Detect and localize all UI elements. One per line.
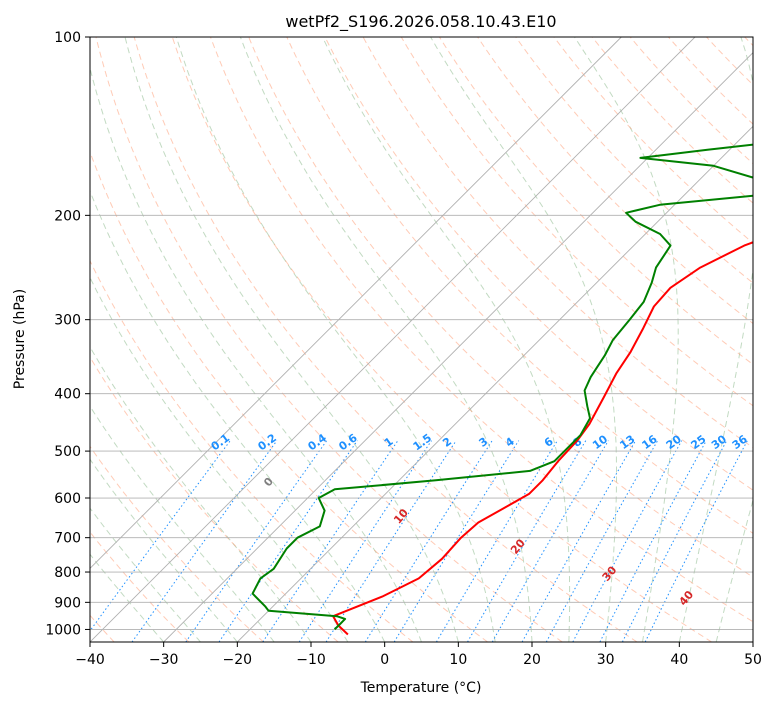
mixing-ratio-line bbox=[262, 440, 399, 642]
moist-adiabat-line bbox=[239, 37, 533, 642]
moist-adiabat-line bbox=[90, 276, 349, 642]
x-tick-label: −20 bbox=[223, 652, 253, 668]
mixing-ratio-line bbox=[491, 440, 609, 642]
y-tick-label: 300 bbox=[54, 313, 81, 329]
y-tick-label: 800 bbox=[54, 565, 81, 581]
y-tick-label: 200 bbox=[54, 208, 81, 224]
dry-adiabat-line bbox=[324, 37, 753, 491]
moist-adiabat-line bbox=[90, 65, 422, 642]
dry-adiabat-line bbox=[477, 37, 753, 325]
moist-adiabat-line bbox=[90, 553, 165, 642]
plot-frame bbox=[89, 36, 754, 643]
y-tick-label: 900 bbox=[54, 595, 81, 611]
moist-adiabat-line bbox=[715, 498, 753, 642]
y-tick-label: 500 bbox=[54, 444, 81, 460]
isotherm-line bbox=[90, 37, 696, 642]
y-tick-label: 1000 bbox=[45, 622, 81, 638]
dry-adiabat-line bbox=[210, 37, 753, 623]
series-line-1 bbox=[332, 241, 753, 636]
mixing-ratio-line bbox=[621, 440, 728, 642]
series-line-2 bbox=[251, 143, 753, 631]
moist-adiabat-line bbox=[175, 37, 496, 642]
dry-adiabat-line bbox=[591, 37, 753, 204]
moist-adiabat-line bbox=[678, 37, 753, 642]
x-tick-label: 30 bbox=[597, 652, 615, 668]
dry-adiabat-line bbox=[133, 37, 638, 642]
x-tick-label: 40 bbox=[670, 652, 688, 668]
dry-adiabat-line bbox=[629, 37, 753, 165]
mixing-ratio-line bbox=[131, 440, 278, 642]
moist-adiabat-line bbox=[90, 189, 386, 642]
mixing-ratio-line bbox=[435, 440, 558, 642]
isotherms bbox=[90, 37, 753, 642]
x-axis: −40 −30 −20 −10 0 10 20 30 40 50 bbox=[75, 642, 762, 668]
mixing-ratio-line bbox=[218, 440, 358, 642]
moist-adiabat-line bbox=[574, 37, 679, 642]
mixing-ratio-line bbox=[90, 440, 231, 632]
dry-adiabats bbox=[90, 37, 753, 642]
dry-adiabat-line bbox=[171, 37, 712, 642]
x-tick-label: 50 bbox=[744, 652, 762, 668]
moist-adiabat-line bbox=[430, 37, 617, 642]
dry-adiabat-line bbox=[400, 37, 753, 407]
y-tick-label: 100 bbox=[54, 30, 81, 46]
moist-adiabat-line bbox=[124, 37, 459, 642]
mixing-ratio-line bbox=[185, 440, 328, 642]
x-tick-label: 20 bbox=[523, 652, 541, 668]
mixing-ratio-line bbox=[298, 440, 432, 642]
dry-adiabat-line bbox=[515, 37, 753, 284]
mixing-ratio-lines bbox=[90, 440, 748, 642]
x-tick-label: −10 bbox=[296, 652, 326, 668]
mixing-ratio-line bbox=[521, 440, 637, 642]
x-tick-label: −30 bbox=[149, 652, 179, 668]
dry-adiabat-line bbox=[95, 37, 563, 642]
x-axis-label: Temperature (°C) bbox=[360, 680, 482, 696]
moist-adiabat-line bbox=[90, 405, 275, 642]
dry-adiabat-line bbox=[90, 445, 264, 642]
mixing-ratio-line bbox=[467, 440, 587, 642]
pressure-gridlines bbox=[90, 37, 753, 630]
mixing-ratio-line bbox=[644, 440, 748, 642]
moist-adiabat-line bbox=[322, 37, 571, 642]
isotherm-line bbox=[90, 37, 622, 569]
x-tick-label: 10 bbox=[449, 652, 467, 668]
y-axis-label: Pressure (hPa) bbox=[12, 289, 28, 389]
dry-adiabat-line bbox=[248, 37, 753, 578]
y-axis: 100 200 300 400 500 600 700 800 900 1000 bbox=[45, 30, 90, 638]
x-tick-label: −40 bbox=[75, 652, 105, 668]
chart-title: wetPf2_S196.2026.058.10.43.E10 bbox=[285, 12, 556, 32]
dry-adiabat-line bbox=[90, 259, 414, 642]
mixing-ratio-line bbox=[599, 440, 707, 642]
y-tick-label: 700 bbox=[54, 531, 81, 547]
moist-adiabat-line bbox=[90, 458, 238, 642]
series-lines bbox=[251, 143, 753, 636]
isotherm-line bbox=[163, 52, 753, 642]
moist-adiabat-line bbox=[90, 507, 201, 642]
y-tick-label: 600 bbox=[54, 491, 81, 507]
isotherm-line bbox=[237, 125, 753, 642]
x-tick-label: 0 bbox=[380, 652, 389, 668]
y-tick-label: 400 bbox=[54, 387, 81, 403]
